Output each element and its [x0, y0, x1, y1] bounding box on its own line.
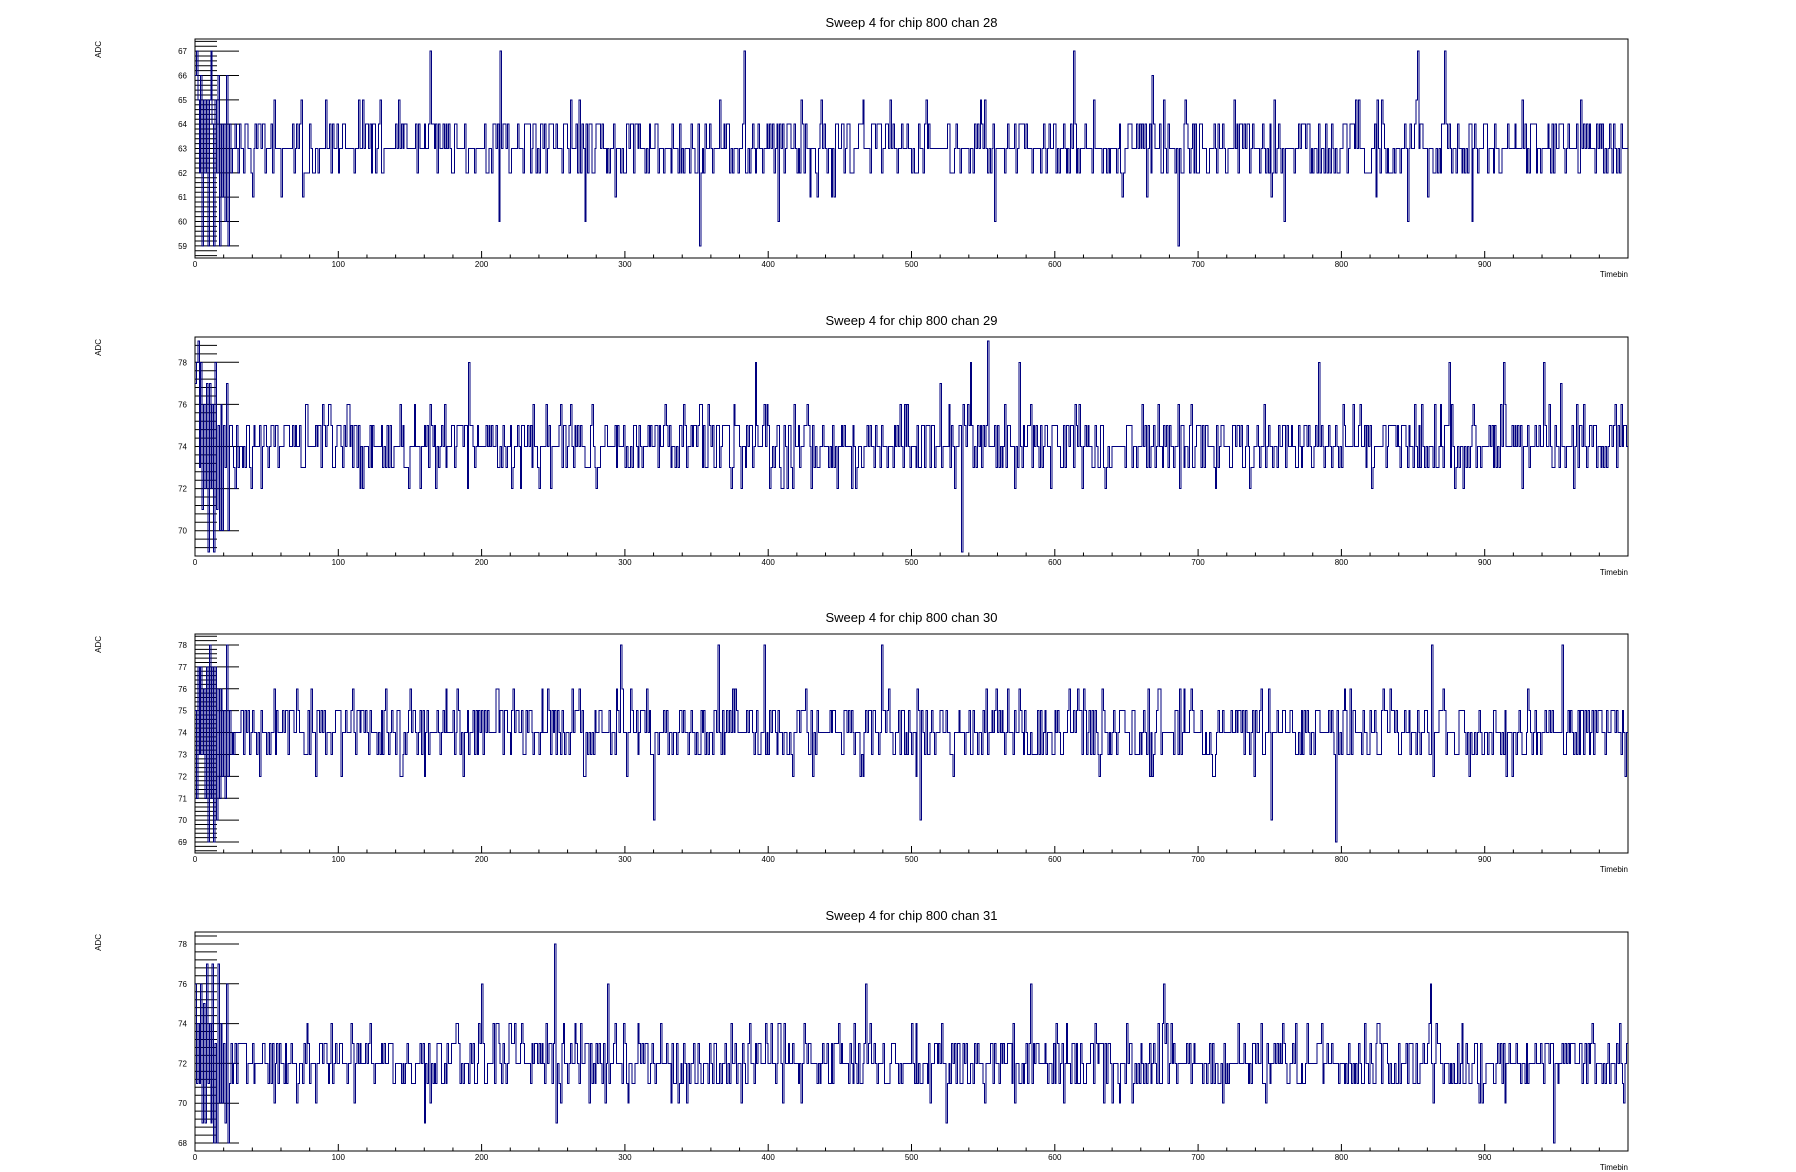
y-tick-label: 78	[178, 358, 187, 367]
y-tick-label: 70	[178, 1099, 187, 1108]
x-tick-label: 700	[1191, 558, 1205, 567]
series-line	[195, 943, 1628, 1144]
x-tick-label: 100	[332, 260, 346, 269]
y-tick-label: 74	[178, 1020, 187, 1029]
y-tick-label: 63	[178, 145, 187, 154]
x-tick-label: 900	[1478, 260, 1492, 269]
x-axis-label: Timebin	[1600, 1163, 1628, 1172]
y-tick-label: 78	[178, 641, 187, 650]
x-tick-label: 100	[332, 855, 346, 864]
y-tick-label: 64	[178, 120, 187, 129]
x-tick-label: 900	[1478, 855, 1492, 864]
x-tick-label: 700	[1191, 260, 1205, 269]
series-line	[195, 340, 1628, 553]
x-axis-label: Timebin	[1600, 270, 1628, 279]
y-tick-label: 76	[178, 400, 187, 409]
x-tick-label: 0	[193, 558, 198, 567]
chart-panel-chan-30: Sweep 4 for chip 800 chan 30 ADC Timebin…	[94, 610, 1629, 874]
x-tick-label: 0	[193, 260, 198, 269]
x-tick-label: 500	[905, 260, 919, 269]
x-tick-label: 900	[1478, 558, 1492, 567]
x-tick-label: 400	[762, 260, 776, 269]
chart-panel-chan-31: Sweep 4 for chip 800 chan 31 ADC Timebin…	[94, 908, 1629, 1172]
y-tick-label: 68	[178, 1139, 187, 1148]
x-tick-label: 300	[618, 260, 632, 269]
chart-panel-chan-29: Sweep 4 for chip 800 chan 29 ADC Timebin…	[94, 313, 1629, 577]
y-tick-label: 72	[178, 772, 187, 781]
x-tick-label: 600	[1048, 1153, 1062, 1162]
y-tick-label: 72	[178, 485, 187, 494]
x-tick-label: 600	[1048, 260, 1062, 269]
y-tick-label: 77	[178, 663, 187, 672]
series-line	[195, 644, 1628, 843]
x-tick-label: 400	[762, 1153, 776, 1162]
x-tick-label: 600	[1048, 558, 1062, 567]
series-line	[195, 50, 1628, 247]
x-tick-label: 200	[475, 1153, 489, 1162]
chart-title: Sweep 4 for chip 800 chan 28	[825, 15, 997, 30]
y-tick-label: 60	[178, 218, 187, 227]
y-axis-label: ADC	[94, 636, 103, 653]
y-axis-label: ADC	[94, 339, 103, 356]
y-tick-label: 76	[178, 685, 187, 694]
y-axis-label: ADC	[94, 934, 103, 951]
y-tick-label: 76	[178, 980, 187, 989]
x-axis-label: Timebin	[1600, 568, 1628, 577]
x-tick-label: 500	[905, 855, 919, 864]
y-tick-label: 75	[178, 707, 187, 716]
y-tick-label: 70	[178, 816, 187, 825]
chart-title: Sweep 4 for chip 800 chan 31	[825, 908, 997, 923]
x-tick-label: 800	[1335, 558, 1349, 567]
x-tick-label: 0	[193, 1153, 198, 1162]
x-axis-label: Timebin	[1600, 865, 1628, 874]
x-tick-label: 0	[193, 855, 198, 864]
x-tick-label: 700	[1191, 1153, 1205, 1162]
x-tick-label: 500	[905, 1153, 919, 1162]
y-tick-label: 61	[178, 193, 187, 202]
y-tick-label: 72	[178, 1059, 187, 1068]
chart-panel-chan-28: Sweep 4 for chip 800 chan 28 ADC Timebin…	[94, 15, 1629, 279]
x-tick-label: 300	[618, 558, 632, 567]
x-tick-label: 200	[475, 558, 489, 567]
x-tick-label: 300	[618, 855, 632, 864]
y-tick-label: 70	[178, 527, 187, 536]
y-axis-label: ADC	[94, 41, 103, 58]
x-tick-label: 300	[618, 1153, 632, 1162]
y-tick-label: 78	[178, 940, 187, 949]
x-tick-label: 100	[332, 558, 346, 567]
y-tick-label: 66	[178, 72, 187, 81]
x-tick-label: 700	[1191, 855, 1205, 864]
x-tick-label: 500	[905, 558, 919, 567]
y-tick-label: 73	[178, 750, 187, 759]
x-tick-label: 200	[475, 260, 489, 269]
x-tick-label: 100	[332, 1153, 346, 1162]
x-tick-label: 400	[762, 855, 776, 864]
y-tick-label: 71	[178, 794, 187, 803]
chart-title: Sweep 4 for chip 800 chan 30	[825, 610, 997, 625]
x-tick-label: 400	[762, 558, 776, 567]
y-tick-label: 74	[178, 443, 187, 452]
y-tick-label: 59	[178, 242, 187, 251]
x-tick-label: 800	[1335, 1153, 1349, 1162]
x-tick-label: 800	[1335, 260, 1349, 269]
y-tick-label: 74	[178, 729, 187, 738]
y-tick-label: 62	[178, 169, 187, 178]
x-tick-label: 900	[1478, 1153, 1492, 1162]
y-tick-label: 65	[178, 96, 187, 105]
x-tick-label: 800	[1335, 855, 1349, 864]
x-tick-label: 600	[1048, 855, 1062, 864]
y-tick-label: 67	[178, 47, 187, 56]
chart-title: Sweep 4 for chip 800 chan 29	[825, 313, 997, 328]
y-tick-label: 69	[178, 838, 187, 847]
x-tick-label: 200	[475, 855, 489, 864]
